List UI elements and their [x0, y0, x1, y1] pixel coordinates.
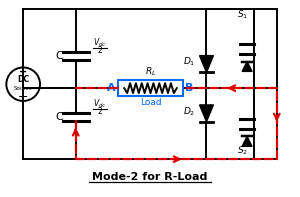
- Text: 2: 2: [98, 107, 102, 116]
- Text: $D_2$: $D_2$: [183, 105, 196, 118]
- FancyBboxPatch shape: [118, 80, 183, 96]
- Text: DC: DC: [17, 75, 29, 84]
- Text: $V_{dc}$: $V_{dc}$: [92, 98, 106, 110]
- Text: A: A: [107, 83, 116, 93]
- Text: $V_{dc}$: $V_{dc}$: [92, 37, 106, 49]
- Text: −: −: [18, 90, 28, 103]
- Polygon shape: [200, 105, 213, 122]
- Text: C: C: [55, 112, 63, 122]
- Text: +: +: [19, 67, 27, 77]
- Text: Source: Source: [14, 86, 33, 91]
- Text: Mode-2 for R-Load: Mode-2 for R-Load: [92, 172, 208, 182]
- Text: $D_1$: $D_1$: [183, 56, 196, 68]
- Text: 2: 2: [98, 46, 102, 55]
- Polygon shape: [242, 61, 252, 71]
- Text: C: C: [55, 51, 63, 61]
- Text: $S_2$: $S_2$: [237, 145, 248, 157]
- Polygon shape: [200, 56, 213, 72]
- Text: B: B: [185, 83, 194, 93]
- Text: Load: Load: [140, 98, 161, 107]
- Text: $R_L$: $R_L$: [145, 66, 156, 78]
- Polygon shape: [242, 137, 252, 146]
- Text: $S_1$: $S_1$: [237, 9, 248, 21]
